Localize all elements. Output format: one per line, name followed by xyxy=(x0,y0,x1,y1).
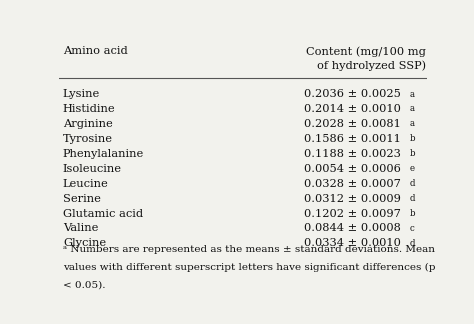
Text: b: b xyxy=(410,134,416,144)
Text: Arginine: Arginine xyxy=(63,119,113,129)
Text: Amino acid: Amino acid xyxy=(63,46,128,56)
Text: a: a xyxy=(410,89,415,98)
Text: 0.2036 ± 0.0025: 0.2036 ± 0.0025 xyxy=(304,89,401,99)
Text: Valine: Valine xyxy=(63,224,98,234)
Text: 0.1188 ± 0.0023: 0.1188 ± 0.0023 xyxy=(304,149,401,159)
Text: 0.0334 ± 0.0010: 0.0334 ± 0.0010 xyxy=(304,238,401,249)
Text: a: a xyxy=(410,120,415,128)
Text: Phenylalanine: Phenylalanine xyxy=(63,149,144,159)
Text: values with different superscript letters have significant differences (p: values with different superscript letter… xyxy=(63,263,436,272)
Text: 0.1586 ± 0.0011: 0.1586 ± 0.0011 xyxy=(304,134,401,144)
Text: d: d xyxy=(410,239,416,248)
Text: a: a xyxy=(410,105,415,113)
Text: Glycine: Glycine xyxy=(63,238,106,249)
Text: 0.0054 ± 0.0006: 0.0054 ± 0.0006 xyxy=(304,164,401,174)
Text: Tyrosine: Tyrosine xyxy=(63,134,113,144)
Text: 0.1202 ± 0.0097: 0.1202 ± 0.0097 xyxy=(304,209,401,218)
Text: 0.0312 ± 0.0009: 0.0312 ± 0.0009 xyxy=(304,193,401,203)
Text: 0.2028 ± 0.0081: 0.2028 ± 0.0081 xyxy=(304,119,401,129)
Text: b: b xyxy=(410,149,416,158)
Text: Leucine: Leucine xyxy=(63,179,109,189)
Text: < 0.05).: < 0.05). xyxy=(63,281,105,290)
Text: d: d xyxy=(410,194,416,203)
Text: Serine: Serine xyxy=(63,193,101,203)
Text: ᵃ Numbers are represented as the means ± standard deviations. Mean: ᵃ Numbers are represented as the means ±… xyxy=(63,245,435,254)
Text: 0.2014 ± 0.0010: 0.2014 ± 0.0010 xyxy=(304,104,401,114)
Text: 0.0844 ± 0.0008: 0.0844 ± 0.0008 xyxy=(304,224,401,234)
Text: Glutamic acid: Glutamic acid xyxy=(63,209,143,218)
Text: d: d xyxy=(410,179,416,188)
Text: 0.0328 ± 0.0007: 0.0328 ± 0.0007 xyxy=(304,179,401,189)
Text: Isoleucine: Isoleucine xyxy=(63,164,122,174)
Text: e: e xyxy=(410,164,415,173)
Text: b: b xyxy=(410,209,416,218)
Text: Histidine: Histidine xyxy=(63,104,116,114)
Text: Lysine: Lysine xyxy=(63,89,100,99)
Text: Content (mg/100 mg
of hydrolyzed SSP): Content (mg/100 mg of hydrolyzed SSP) xyxy=(306,46,426,71)
Text: c: c xyxy=(410,224,415,233)
